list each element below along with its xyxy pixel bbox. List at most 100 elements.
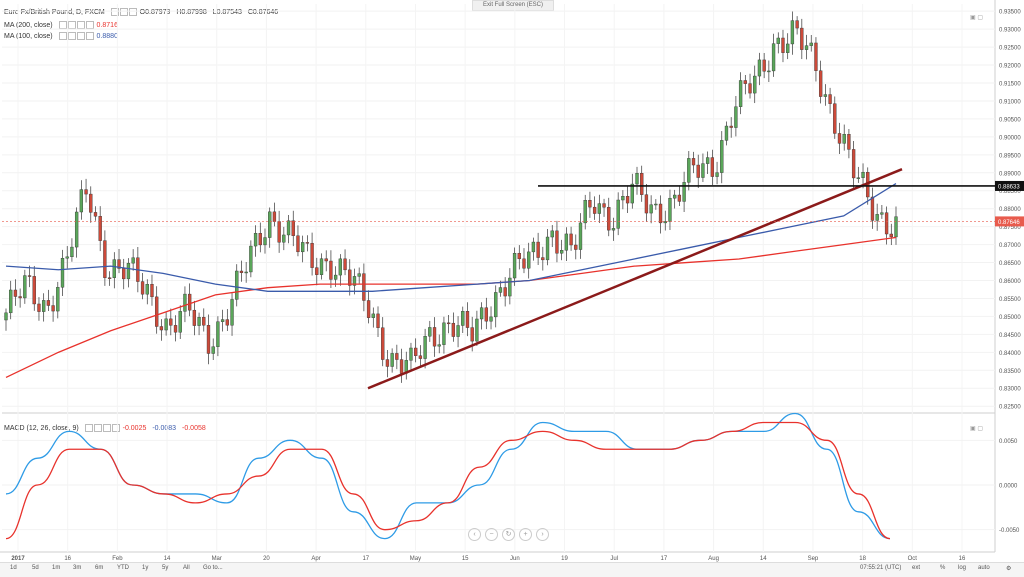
candle-body bbox=[164, 318, 168, 331]
timeframe-ytd[interactable]: YTD bbox=[117, 565, 129, 571]
zoom-out-icon[interactable]: − bbox=[485, 528, 498, 541]
ma200-label: MA (200, close) bbox=[4, 21, 53, 29]
macd-pane-maximize-icon[interactable]: ▣ ▢ bbox=[970, 426, 984, 432]
candle-body bbox=[668, 197, 672, 222]
candle-body bbox=[691, 158, 696, 166]
timeframe-6m[interactable]: 6m bbox=[95, 565, 104, 571]
timeframe-5y[interactable]: 5y bbox=[162, 565, 169, 571]
candle-body bbox=[310, 242, 314, 268]
ma100-close-icon[interactable] bbox=[76, 32, 85, 40]
price-tick-label: 0.89500 bbox=[999, 153, 1021, 159]
candle-body bbox=[870, 196, 875, 221]
candle-body bbox=[117, 259, 121, 269]
timeframe-3m[interactable]: 3m bbox=[73, 565, 82, 571]
candle-body bbox=[329, 260, 333, 280]
candle-body bbox=[625, 196, 630, 204]
ext-toggle[interactable]: ext bbox=[912, 565, 921, 571]
ma100-legend[interactable]: MA (100, close) 0.8880 bbox=[4, 32, 122, 40]
price-tick-label: 0.88000 bbox=[999, 207, 1021, 213]
percent-toggle[interactable]: % bbox=[940, 565, 946, 571]
reset-icon[interactable]: ↻ bbox=[502, 528, 515, 541]
time-tick-label: 18 bbox=[859, 556, 866, 562]
timeframe-1y[interactable]: 1y bbox=[142, 565, 149, 571]
time-tick-label: 17 bbox=[362, 556, 369, 562]
macd-signal-value: -0.0058 bbox=[182, 424, 206, 432]
level-label-bg bbox=[995, 180, 1024, 191]
goto-date-button[interactable]: Go to... bbox=[203, 565, 223, 571]
log-toggle[interactable]: log bbox=[958, 565, 967, 571]
macd-more-icon[interactable] bbox=[111, 424, 120, 432]
ohlc-high: H0.87998 bbox=[176, 8, 207, 16]
candle-body bbox=[503, 287, 507, 297]
candle-body bbox=[550, 230, 554, 238]
candle-body bbox=[74, 211, 79, 248]
candle-body bbox=[268, 211, 272, 238]
candle-body bbox=[301, 242, 305, 253]
candle-body bbox=[715, 172, 719, 177]
candle-body bbox=[65, 256, 69, 259]
bottom-toolbar: 1d 5d 1m 3m 6m YTD 1y 5y All Go to... 07… bbox=[0, 562, 1024, 577]
close-icon[interactable] bbox=[128, 8, 137, 16]
macd-value: -0.0025 bbox=[122, 424, 147, 432]
timeframe-5d[interactable]: 5d bbox=[32, 565, 39, 571]
candle-body bbox=[399, 359, 404, 374]
timeframe-1d[interactable]: 1d bbox=[10, 565, 17, 571]
ma100-more-icon[interactable] bbox=[85, 32, 94, 40]
candle-body bbox=[527, 251, 531, 269]
candle-body bbox=[131, 257, 135, 264]
ma100-settings-icon[interactable] bbox=[58, 32, 67, 40]
candle-body bbox=[428, 327, 432, 337]
macd-close-icon[interactable] bbox=[102, 424, 111, 432]
time-tick-label: Sep bbox=[808, 556, 819, 562]
settings-icon[interactable] bbox=[110, 8, 119, 16]
candle-body bbox=[18, 296, 22, 299]
zoom-in-icon[interactable]: + bbox=[519, 528, 532, 541]
macd-signal-line bbox=[5, 421, 891, 540]
ma200-settings-icon[interactable] bbox=[58, 21, 67, 29]
price-tick-label: 0.92000 bbox=[999, 64, 1021, 70]
macd-eye-icon[interactable] bbox=[93, 424, 102, 432]
price-tick-label: 0.86000 bbox=[999, 279, 1021, 285]
candle-body bbox=[828, 94, 832, 104]
ohlc-low: L0.87543 bbox=[212, 8, 242, 16]
ma200-more-icon[interactable] bbox=[85, 21, 94, 29]
candle-body bbox=[324, 258, 328, 262]
candle-body bbox=[861, 171, 865, 178]
candle-body bbox=[800, 27, 804, 50]
timeframe-all[interactable]: All bbox=[183, 565, 190, 571]
pane-maximize-icon[interactable]: ▣ ▢ bbox=[970, 15, 984, 21]
macd-settings-icon[interactable] bbox=[84, 424, 93, 432]
eye-icon[interactable] bbox=[119, 8, 128, 16]
candle-body bbox=[32, 276, 36, 305]
candle-body bbox=[842, 134, 846, 144]
candle-body bbox=[508, 277, 512, 297]
candle-body bbox=[494, 292, 498, 318]
candle-body bbox=[348, 269, 352, 286]
macd-legend[interactable]: MACD (12, 26, close, 9) -0.0025 -0.0083 … bbox=[4, 424, 210, 432]
candle-body bbox=[202, 317, 206, 326]
candle-body bbox=[169, 318, 173, 326]
scroll-left-icon[interactable]: ‹ bbox=[468, 528, 481, 541]
timeframe-1m[interactable]: 1m bbox=[52, 565, 61, 571]
scroll-right-icon[interactable]: › bbox=[536, 528, 549, 541]
exit-fullscreen-button[interactable]: Exit Full Screen (ESC) bbox=[472, 0, 554, 11]
candle-body bbox=[592, 206, 597, 214]
price-tick-label: 0.91500 bbox=[999, 82, 1021, 88]
auto-toggle[interactable]: auto bbox=[978, 565, 990, 571]
candle-body bbox=[89, 193, 93, 213]
price-tick-label: 0.83500 bbox=[999, 369, 1021, 375]
gear-icon[interactable]: ⚙ bbox=[1006, 566, 1012, 572]
ma200-close-icon[interactable] bbox=[76, 21, 85, 29]
candle-body bbox=[70, 246, 74, 258]
candle-body bbox=[545, 236, 550, 261]
candle-body bbox=[578, 222, 583, 250]
candle-body bbox=[479, 307, 484, 320]
candle-body bbox=[37, 303, 41, 312]
level-label: 0.88633 bbox=[998, 184, 1020, 190]
candle-body bbox=[211, 346, 215, 354]
candle-body bbox=[696, 164, 700, 178]
candle-body bbox=[461, 311, 465, 326]
candle-body bbox=[258, 233, 262, 246]
time-tick-label: 17 bbox=[661, 556, 668, 562]
